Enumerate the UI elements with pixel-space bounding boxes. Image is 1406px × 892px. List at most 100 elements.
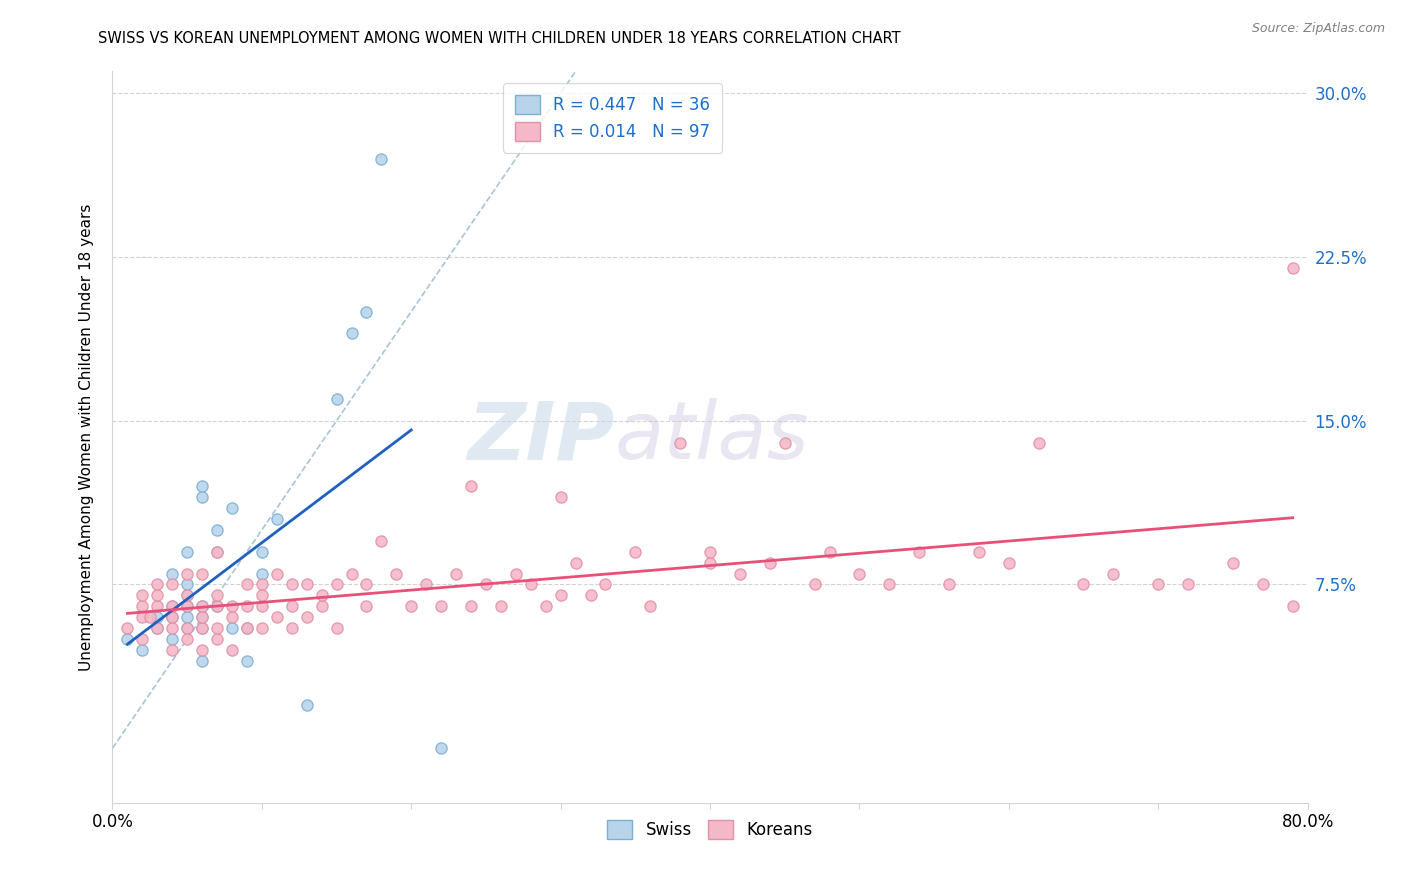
Point [236, 599, 259, 614]
Point [131, 610, 153, 624]
Point [534, 599, 557, 614]
Point [162, 599, 183, 614]
Point [162, 610, 183, 624]
Point [550, 588, 572, 602]
Point [162, 610, 183, 624]
Point [176, 566, 198, 581]
Point [131, 643, 153, 657]
Point [430, 599, 453, 614]
Point [205, 545, 228, 559]
Point [460, 479, 482, 493]
Point [131, 632, 153, 646]
Point [162, 577, 183, 591]
Point [205, 523, 228, 537]
Point [221, 610, 243, 624]
Point [460, 599, 482, 614]
Legend: Swiss, Koreans: Swiss, Koreans [598, 810, 823, 849]
Point [236, 654, 259, 668]
Point [191, 610, 214, 624]
Point [221, 621, 243, 635]
Point [640, 599, 662, 614]
Point [505, 566, 527, 581]
Point [773, 435, 796, 450]
Point [728, 566, 751, 581]
Point [325, 392, 347, 406]
Point [266, 610, 288, 624]
Point [475, 577, 498, 591]
Point [191, 654, 214, 668]
Point [1177, 577, 1199, 591]
Point [205, 545, 228, 559]
Point [250, 621, 273, 635]
Point [236, 621, 259, 635]
Point [176, 632, 198, 646]
Point [699, 545, 721, 559]
Point [162, 643, 183, 657]
Point [1281, 260, 1303, 275]
Point [311, 588, 333, 602]
Point [176, 588, 198, 602]
Point [340, 566, 363, 581]
Point [385, 566, 408, 581]
Point [879, 577, 901, 591]
Point [998, 556, 1021, 570]
Point [191, 621, 214, 635]
Point [191, 479, 214, 493]
Point [1281, 599, 1303, 614]
Point [162, 621, 183, 635]
Point [205, 621, 228, 635]
Point [250, 588, 273, 602]
Point [669, 435, 692, 450]
Point [1222, 556, 1244, 570]
Point [281, 621, 304, 635]
Point [131, 588, 153, 602]
Point [340, 326, 363, 341]
Point [117, 632, 139, 646]
Point [146, 610, 169, 624]
Point [176, 599, 198, 614]
Point [370, 152, 392, 166]
Point [1073, 577, 1095, 591]
Point [250, 545, 273, 559]
Point [938, 577, 960, 591]
Point [205, 599, 228, 614]
Point [191, 643, 214, 657]
Point [162, 632, 183, 646]
Point [1251, 577, 1274, 591]
Point [176, 621, 198, 635]
Point [489, 599, 512, 614]
Point [803, 577, 825, 591]
Point [430, 741, 453, 756]
Point [176, 588, 198, 602]
Point [191, 599, 214, 614]
Text: atlas: atlas [614, 398, 810, 476]
Point [595, 577, 617, 591]
Point [221, 501, 243, 516]
Point [191, 490, 214, 504]
Point [370, 533, 392, 548]
Point [176, 610, 198, 624]
Point [564, 556, 586, 570]
Point [295, 698, 318, 712]
Point [117, 621, 139, 635]
Point [848, 566, 870, 581]
Point [281, 599, 304, 614]
Point [146, 621, 169, 635]
Point [221, 643, 243, 657]
Point [266, 566, 288, 581]
Point [281, 577, 304, 591]
Point [699, 556, 721, 570]
Point [967, 545, 990, 559]
Point [176, 599, 198, 614]
Point [131, 599, 153, 614]
Point [221, 599, 243, 614]
Point [176, 577, 198, 591]
Point [325, 621, 347, 635]
Text: SWISS VS KOREAN UNEMPLOYMENT AMONG WOMEN WITH CHILDREN UNDER 18 YEARS CORRELATIO: SWISS VS KOREAN UNEMPLOYMENT AMONG WOMEN… [98, 31, 901, 46]
Point [908, 545, 931, 559]
Point [550, 490, 572, 504]
Point [579, 588, 602, 602]
Text: Source: ZipAtlas.com: Source: ZipAtlas.com [1251, 22, 1385, 36]
Point [205, 632, 228, 646]
Point [191, 621, 214, 635]
